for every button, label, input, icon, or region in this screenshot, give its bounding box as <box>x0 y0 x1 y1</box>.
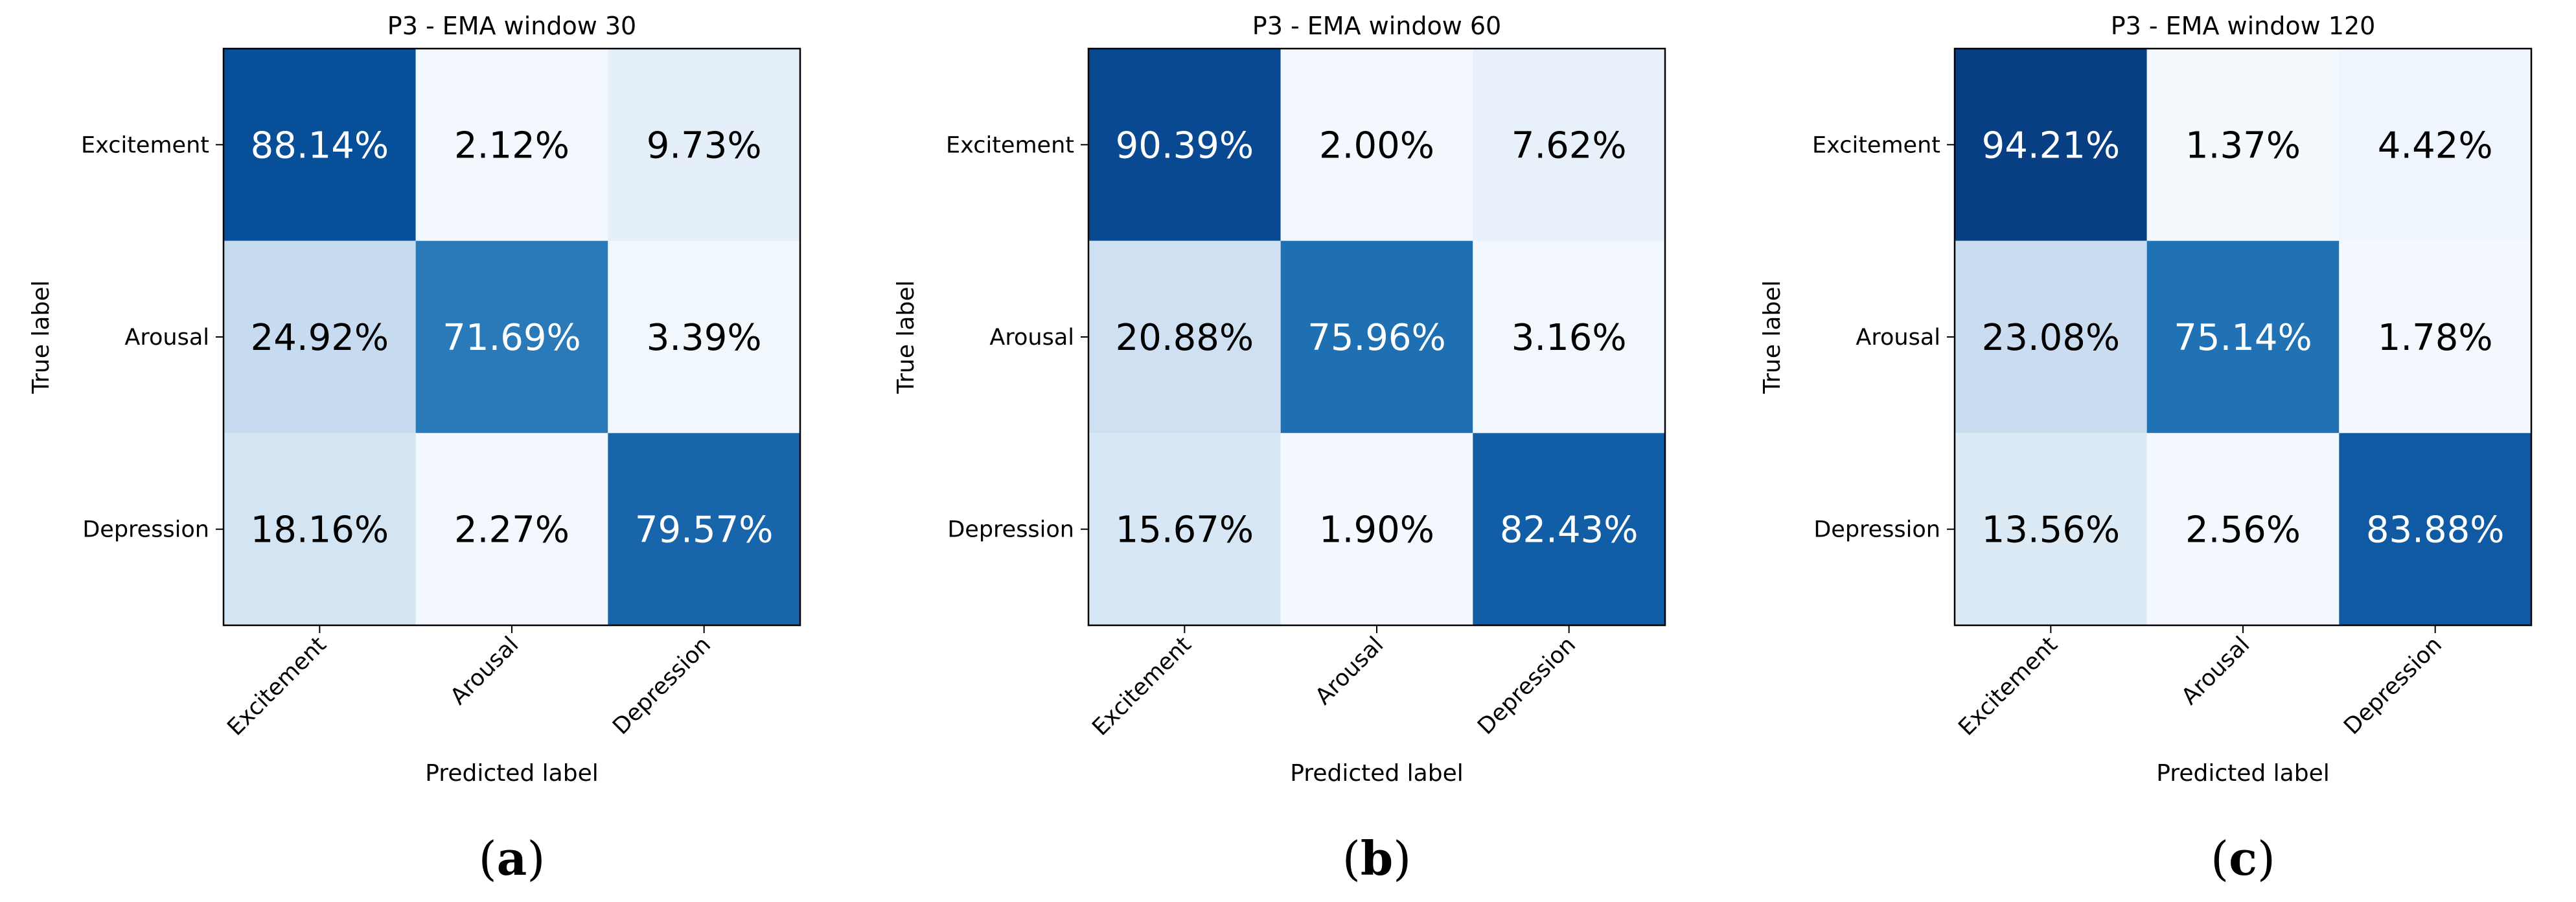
matrix-cell <box>1955 49 2147 241</box>
y-tick-label: Excitement <box>81 132 209 158</box>
x-tick-label: Arousal <box>446 632 524 710</box>
cell-value-label: 15.67% <box>1116 509 1254 551</box>
matrix-cell <box>1955 240 2147 434</box>
matrix-cell <box>2146 433 2340 625</box>
matrix-cell <box>2146 49 2340 241</box>
matrix-cell <box>1473 433 1665 625</box>
matrix-cell <box>224 49 416 241</box>
x-tick-label: Depression <box>1473 632 1581 740</box>
cell-value-label: 94.21% <box>1982 124 2121 167</box>
matrix-cell <box>2339 49 2531 241</box>
matrix-cell <box>1473 240 1665 434</box>
panel-caption-letter: c <box>2229 831 2257 886</box>
x-tick-label: Depression <box>2339 632 2447 740</box>
confusion-matrix-panel-a: P3 - EMA window 30 88.14% 2.12% 9.73% 24.92%… <box>28 12 801 886</box>
matrix-cell <box>2339 240 2531 434</box>
cell-value-label: 1.37% <box>2185 124 2301 167</box>
cell-value-label: 2.27% <box>454 509 569 551</box>
panel-caption: (a) <box>479 831 546 886</box>
cell-value-label: 82.43% <box>1500 509 1639 551</box>
cell-value-label: 83.88% <box>2366 509 2505 551</box>
x-tick-label: Arousal <box>1311 632 1389 710</box>
cell-value-label: 13.56% <box>1982 509 2121 551</box>
confusion-matrix-panel-c: P3 - EMA window 120 94.21% 1.37% 4.42% 23.08… <box>1759 12 2533 886</box>
cell-value-label: 3.39% <box>647 317 762 359</box>
matrix-cell <box>415 49 608 241</box>
y-tick-label: Arousal <box>989 325 1074 351</box>
cell-value-label: 2.00% <box>1319 124 1434 167</box>
cell-value-label: 20.88% <box>1116 317 1254 359</box>
matrix-cell <box>608 49 800 241</box>
y-tick-label: Arousal <box>1856 325 1940 351</box>
panel-title: P3 - EMA window 60 <box>1252 12 1501 40</box>
panel-caption: (b) <box>1342 831 1412 886</box>
y-tick-label: Depression <box>1813 517 1940 543</box>
x-tick-label: Depression <box>608 632 716 740</box>
y-axis-label: True label <box>28 281 54 395</box>
cell-value-label: 2.12% <box>454 124 569 167</box>
cell-value-label: 4.42% <box>2378 124 2493 167</box>
confusion-matrix-panel-b: P3 - EMA window 60 90.39% 2.00% 7.62% 20.88%… <box>893 12 1666 886</box>
matrix-cell <box>1955 433 2147 625</box>
cell-value-label: 2.56% <box>2185 509 2301 551</box>
cell-value-label: 79.57% <box>635 509 774 551</box>
matrix-cell <box>1280 240 1473 434</box>
matrix-cell <box>1088 433 1281 625</box>
x-axis-label: Predicted label <box>2156 760 2330 787</box>
cell-value-label: 90.39% <box>1116 124 1254 167</box>
cell-value-label: 88.14% <box>251 124 389 167</box>
y-tick-label: Excitement <box>1812 132 1940 158</box>
matrix-cell <box>415 240 608 434</box>
matrix-cell <box>224 433 416 625</box>
x-tick-label: Excitement <box>1953 632 2062 741</box>
matrix-cell <box>1088 49 1281 241</box>
matrix-cell <box>1280 433 1473 625</box>
panel-caption: (c) <box>2211 831 2275 886</box>
matrix-cell <box>608 240 800 434</box>
y-axis-label: True label <box>1759 281 1786 395</box>
x-tick-label: Excitement <box>1087 632 1196 741</box>
x-tick-label: Excitement <box>222 632 331 741</box>
cell-value-label: 75.14% <box>2174 317 2312 359</box>
x-axis-label: Predicted label <box>1290 760 1464 787</box>
matrix-cell <box>608 433 800 625</box>
matrix-cell <box>2339 433 2531 625</box>
x-axis-label: Predicted label <box>425 760 599 787</box>
cell-value-label: 23.08% <box>1982 317 2121 359</box>
cell-value-label: 7.62% <box>1512 124 1627 167</box>
y-tick-label: Excitement <box>946 132 1074 158</box>
matrix-cell <box>224 240 416 434</box>
cell-value-label: 18.16% <box>251 509 389 551</box>
matrix-cell <box>1280 49 1473 241</box>
y-tick-label: Arousal <box>124 325 209 351</box>
x-tick-label: Arousal <box>2177 632 2255 710</box>
cell-value-label: 75.96% <box>1307 317 1446 359</box>
matrix-cell <box>2146 240 2340 434</box>
y-tick-label: Depression <box>82 517 209 543</box>
panel-title: P3 - EMA window 120 <box>2111 12 2376 40</box>
y-tick-label: Depression <box>947 517 1074 543</box>
cell-value-label: 1.90% <box>1319 509 1434 551</box>
cell-value-label: 3.16% <box>1512 317 1627 359</box>
panel-caption-letter: a <box>497 831 527 886</box>
matrix-cell <box>415 433 608 625</box>
cell-value-label: 1.78% <box>2378 317 2493 359</box>
y-axis-label: True label <box>893 281 919 395</box>
cell-value-label: 71.69% <box>443 317 581 359</box>
matrix-cell <box>1473 49 1665 241</box>
cell-value-label: 9.73% <box>647 124 762 167</box>
panel-title: P3 - EMA window 30 <box>387 12 636 40</box>
matrix-cell <box>1088 240 1281 434</box>
panel-caption-letter: b <box>1361 831 1393 886</box>
cell-value-label: 24.92% <box>251 317 389 359</box>
